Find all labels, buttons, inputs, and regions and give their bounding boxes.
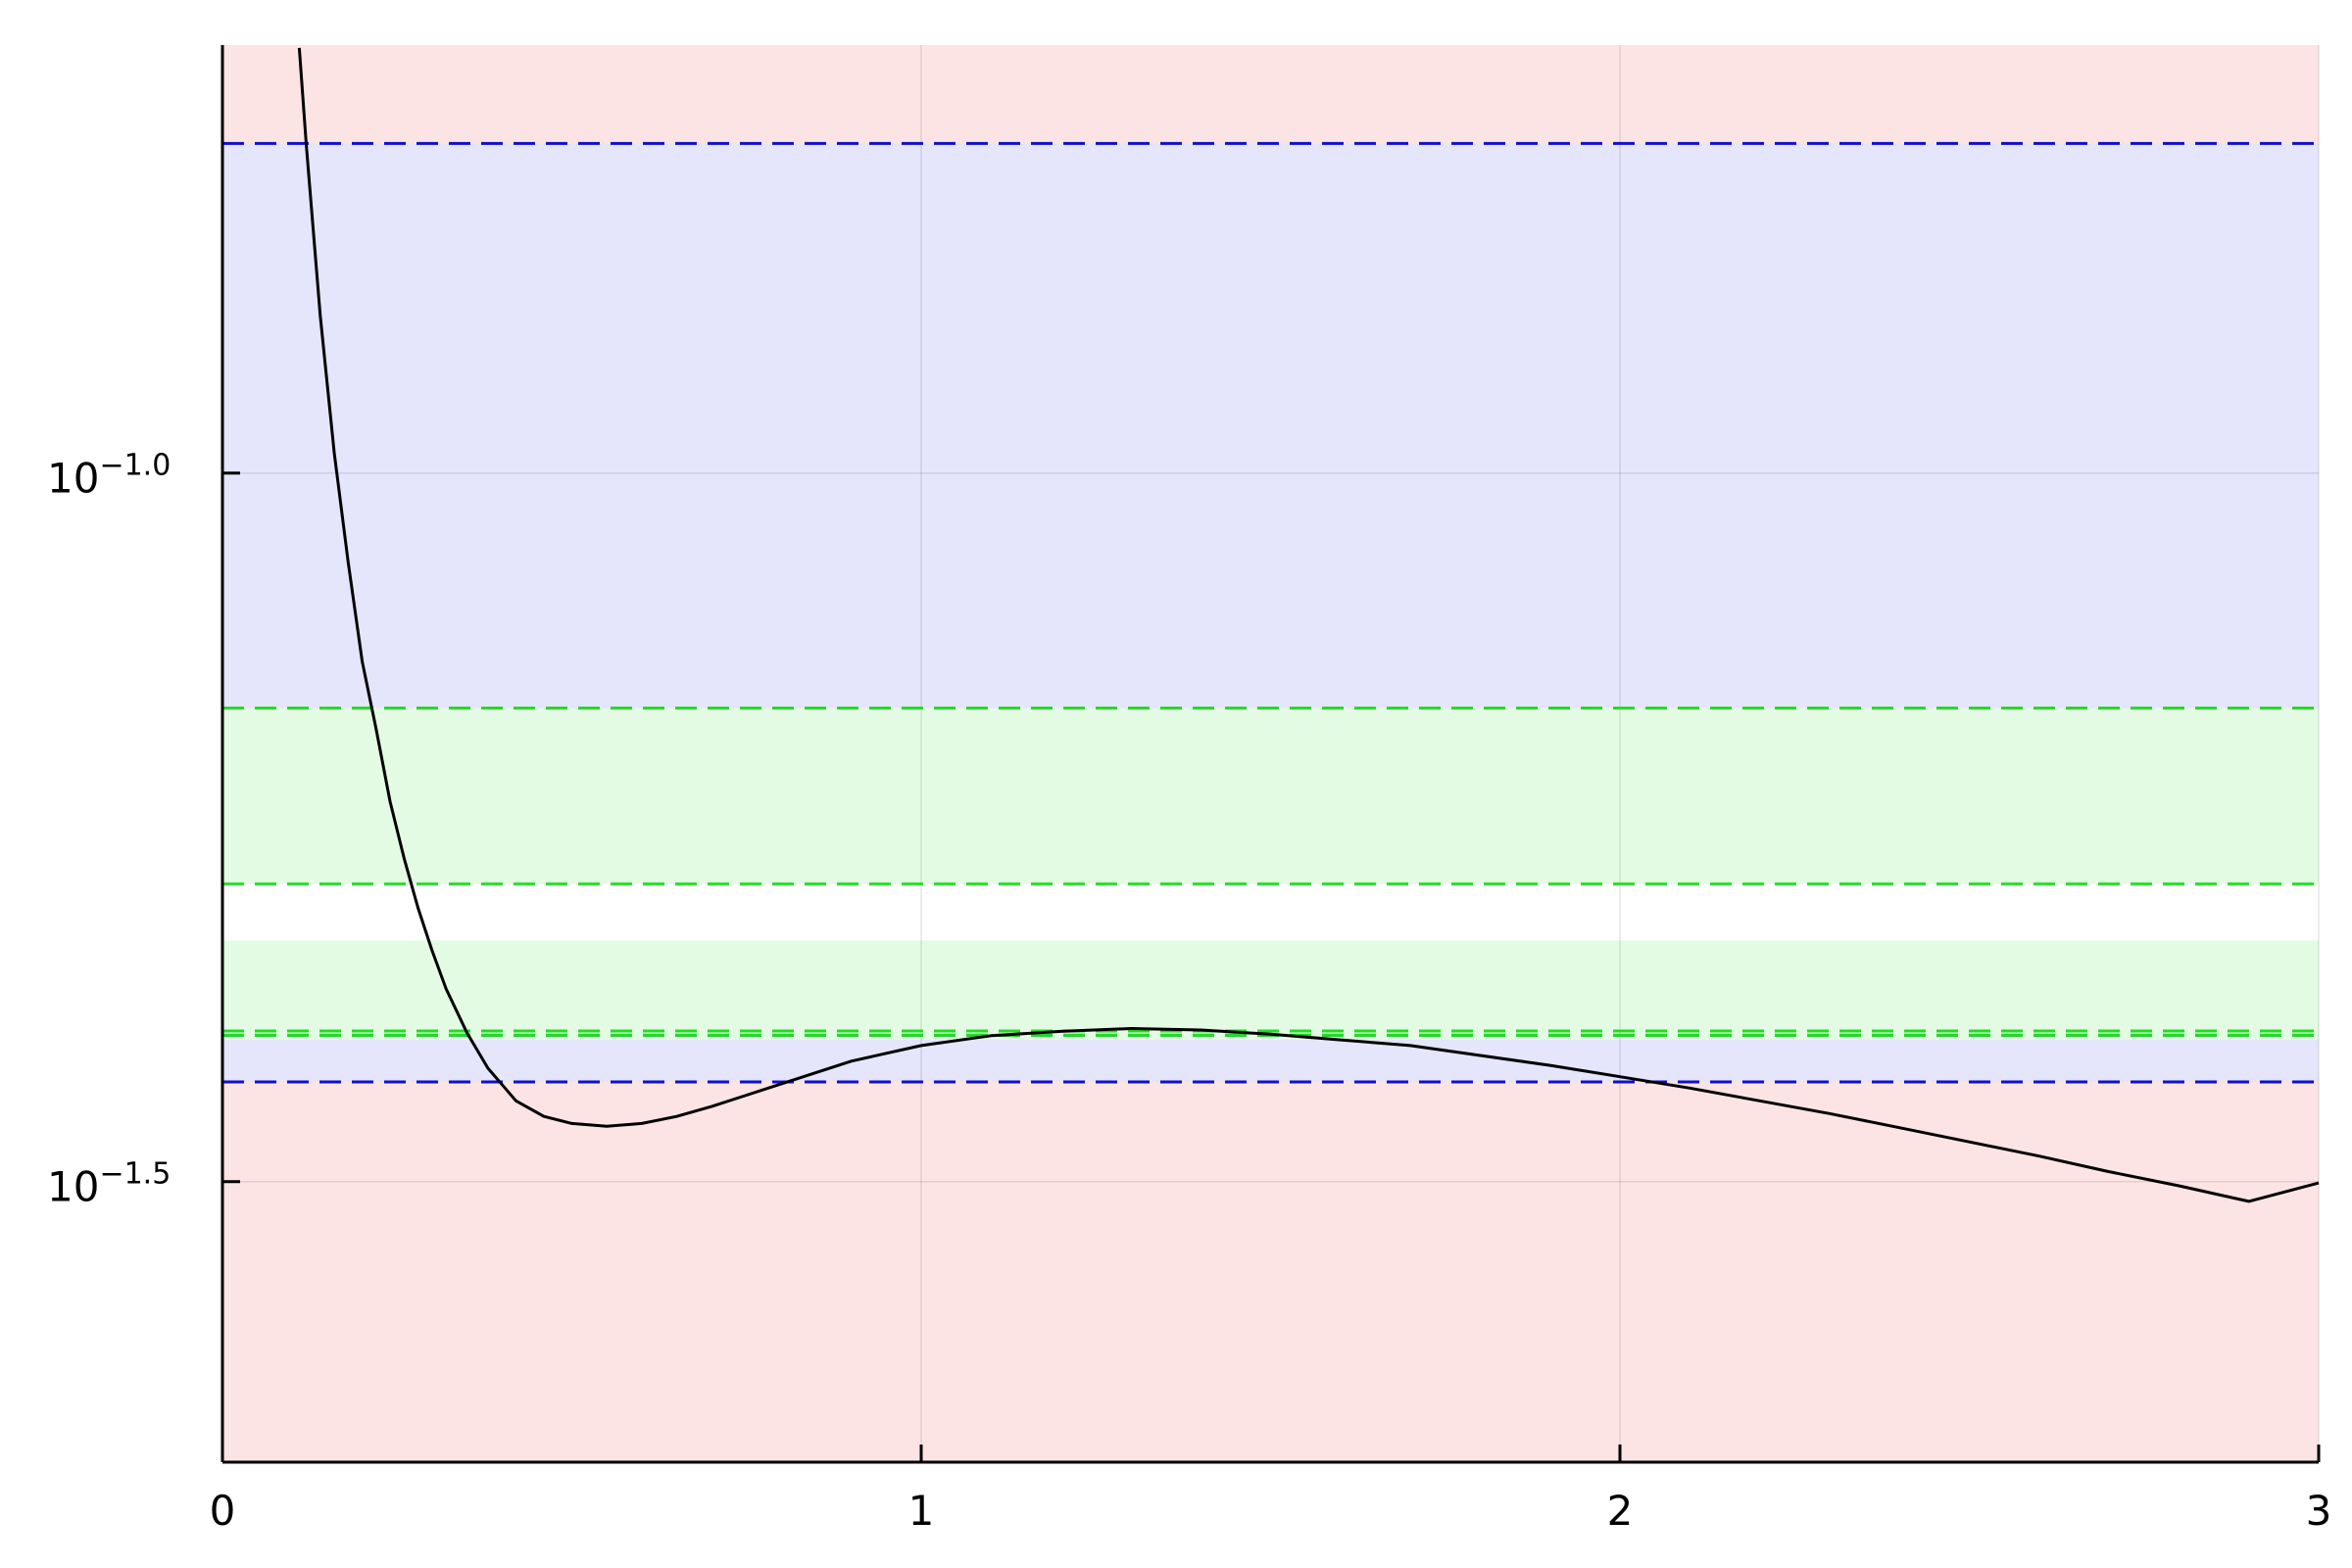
series-line-0 xyxy=(297,47,2320,1203)
y-tick-base: 10 xyxy=(47,1163,99,1211)
axes xyxy=(220,45,2321,1464)
y-tick-exponent: −1.5 xyxy=(99,1157,171,1192)
x-tick-label: 0 xyxy=(210,1487,236,1535)
y-tick-exponent: −1.0 xyxy=(99,449,171,483)
x-tick-label: 3 xyxy=(2306,1487,2332,1535)
tick-labels: 0 1 2 310−1.010−1.5 xyxy=(47,449,2331,1535)
y-tick-label: 10−1.5 xyxy=(47,1157,171,1211)
green-band xyxy=(222,708,2319,1041)
curve-series xyxy=(297,47,2320,1203)
x-tick-label: 2 xyxy=(1607,1487,1634,1535)
x-tick-label: 1 xyxy=(908,1487,935,1535)
y-tick-label: 10−1.0 xyxy=(47,449,171,503)
y-tick-base: 10 xyxy=(47,455,99,503)
white-gap xyxy=(222,884,2319,941)
background-bands xyxy=(222,45,2319,1462)
